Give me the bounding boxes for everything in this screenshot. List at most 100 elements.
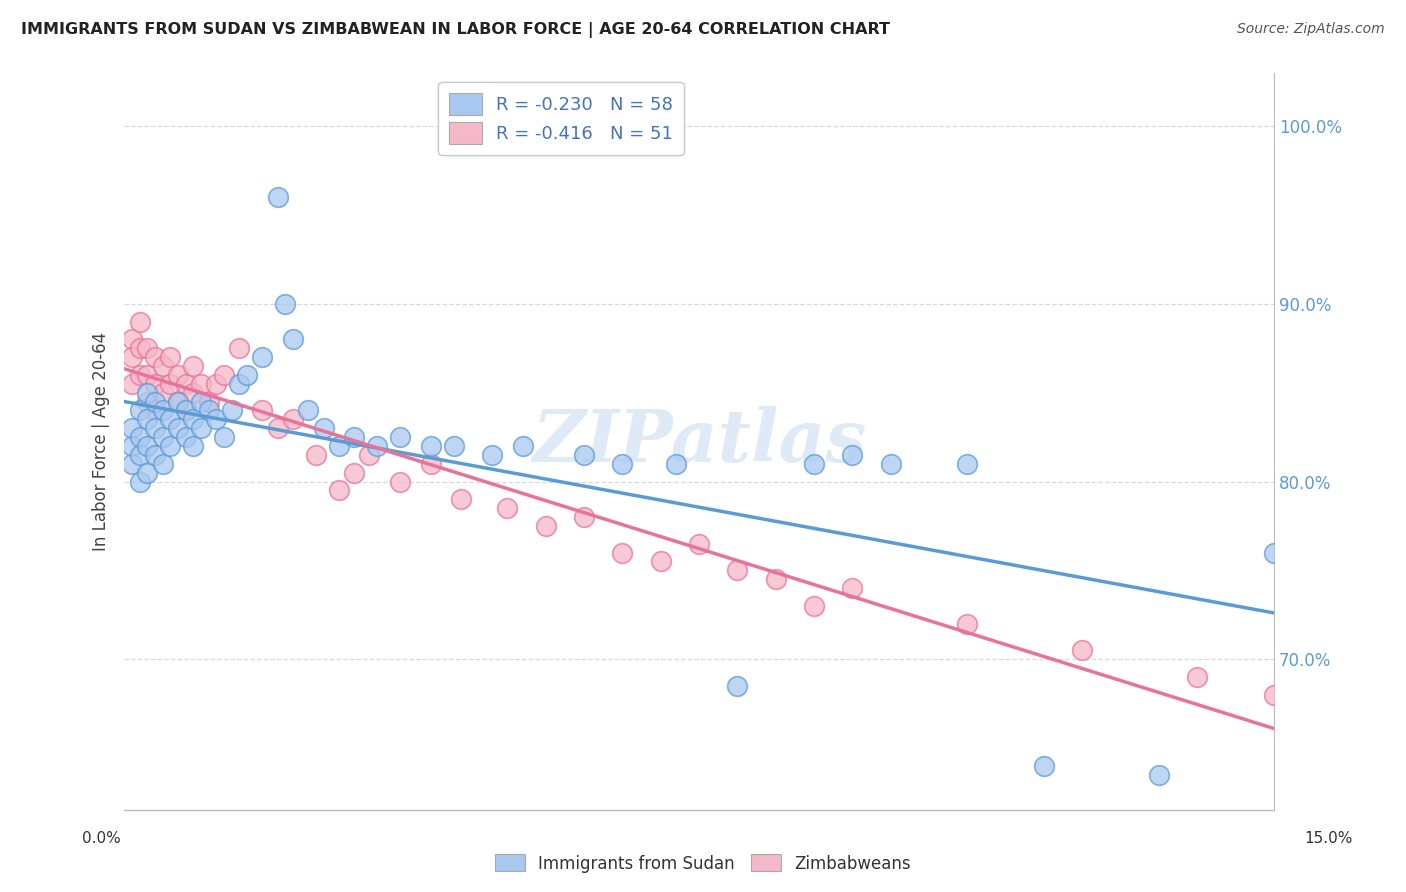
Point xyxy=(803,599,825,613)
Point xyxy=(956,457,979,471)
Point xyxy=(159,439,181,453)
Point xyxy=(281,412,304,426)
Point xyxy=(136,368,159,382)
Point xyxy=(190,394,212,409)
Point xyxy=(512,439,534,453)
Point xyxy=(121,439,143,453)
Point xyxy=(159,350,181,364)
Point xyxy=(725,563,748,577)
Point xyxy=(136,466,159,480)
Point xyxy=(128,368,150,382)
Point xyxy=(688,536,710,550)
Point xyxy=(128,403,150,417)
Point xyxy=(274,297,297,311)
Point xyxy=(128,475,150,489)
Legend: Immigrants from Sudan, Zimbabweans: Immigrants from Sudan, Zimbabweans xyxy=(488,847,918,880)
Point xyxy=(1033,758,1056,772)
Point xyxy=(389,430,412,444)
Point xyxy=(228,341,250,355)
Point xyxy=(366,439,388,453)
Point xyxy=(956,616,979,631)
Point xyxy=(128,315,150,329)
Point xyxy=(143,376,166,391)
Point xyxy=(190,421,212,435)
Point xyxy=(205,376,228,391)
Point xyxy=(612,545,634,559)
Point xyxy=(236,368,259,382)
Point xyxy=(136,439,159,453)
Point xyxy=(174,376,197,391)
Point xyxy=(1187,670,1209,684)
Point xyxy=(167,368,190,382)
Point xyxy=(121,333,143,347)
Point xyxy=(143,350,166,364)
Point xyxy=(143,403,166,417)
Point xyxy=(167,421,190,435)
Point xyxy=(534,519,557,533)
Point xyxy=(250,350,273,364)
Point xyxy=(450,492,472,507)
Point xyxy=(725,679,748,693)
Point xyxy=(136,341,159,355)
Point xyxy=(121,376,143,391)
Point xyxy=(205,412,228,426)
Point xyxy=(128,430,150,444)
Point xyxy=(328,483,350,498)
Point xyxy=(221,403,243,417)
Point xyxy=(665,457,688,471)
Point xyxy=(443,439,465,453)
Point xyxy=(765,572,787,586)
Text: IMMIGRANTS FROM SUDAN VS ZIMBABWEAN IN LABOR FORCE | AGE 20-64 CORRELATION CHART: IMMIGRANTS FROM SUDAN VS ZIMBABWEAN IN L… xyxy=(21,22,890,38)
Point xyxy=(612,457,634,471)
Point xyxy=(159,376,181,391)
Point xyxy=(841,448,863,462)
Point xyxy=(121,350,143,364)
Point xyxy=(266,190,288,204)
Point xyxy=(190,376,212,391)
Point xyxy=(803,457,825,471)
Point xyxy=(159,412,181,426)
Point xyxy=(167,394,190,409)
Text: 0.0%: 0.0% xyxy=(82,831,121,846)
Point xyxy=(650,554,672,568)
Point xyxy=(121,421,143,435)
Point xyxy=(312,421,335,435)
Point xyxy=(152,457,174,471)
Point xyxy=(419,457,441,471)
Point xyxy=(152,430,174,444)
Point xyxy=(1071,643,1094,657)
Point xyxy=(197,394,219,409)
Point xyxy=(250,403,273,417)
Point xyxy=(152,403,174,417)
Point xyxy=(167,394,190,409)
Point xyxy=(481,448,503,462)
Point xyxy=(174,403,197,417)
Point xyxy=(297,403,319,417)
Point xyxy=(359,448,381,462)
Point xyxy=(841,581,863,595)
Point xyxy=(143,448,166,462)
Point xyxy=(212,368,235,382)
Point xyxy=(328,439,350,453)
Point xyxy=(572,448,595,462)
Text: 15.0%: 15.0% xyxy=(1305,831,1353,846)
Point xyxy=(228,376,250,391)
Point xyxy=(181,412,204,426)
Text: ZIPatlas: ZIPatlas xyxy=(531,406,866,477)
Text: Source: ZipAtlas.com: Source: ZipAtlas.com xyxy=(1237,22,1385,37)
Point xyxy=(305,448,328,462)
Point xyxy=(121,457,143,471)
Point xyxy=(181,439,204,453)
Point xyxy=(419,439,441,453)
Point xyxy=(1263,688,1285,702)
Point xyxy=(212,430,235,444)
Point xyxy=(1147,767,1170,781)
Point xyxy=(281,333,304,347)
Point xyxy=(266,421,288,435)
Point xyxy=(879,457,901,471)
Point xyxy=(174,430,197,444)
Point xyxy=(181,385,204,400)
Point xyxy=(343,430,366,444)
Point xyxy=(136,394,159,409)
Point xyxy=(128,341,150,355)
